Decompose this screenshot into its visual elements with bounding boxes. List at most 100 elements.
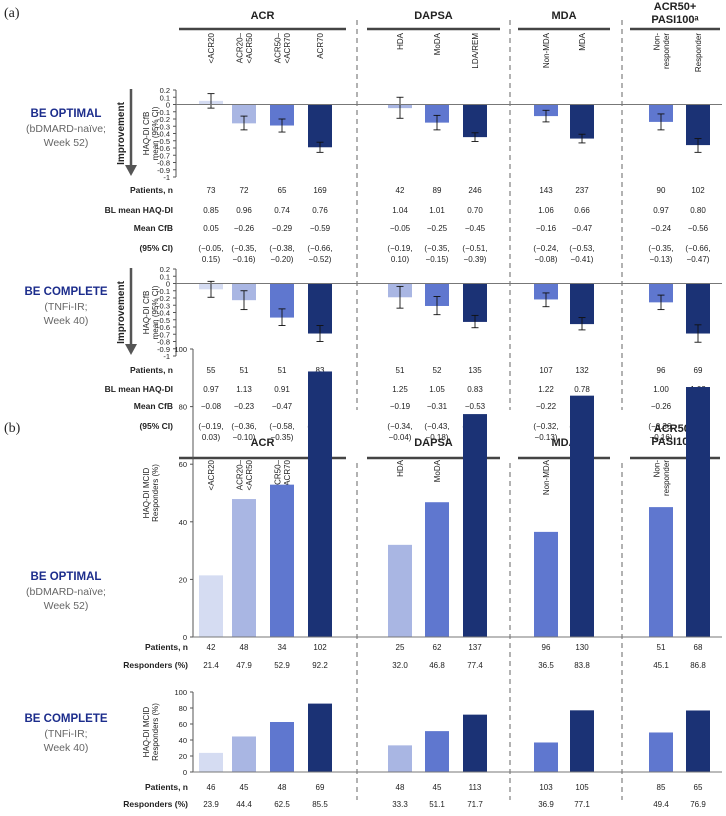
cell-responders: 44.4 (236, 800, 252, 809)
cell-ci: (−0.19, (198, 422, 223, 431)
cell-responders: 52.9 (274, 661, 290, 670)
cell-responders: 46.8 (429, 661, 445, 670)
cell-bl-mean: 0.78 (574, 385, 590, 394)
bar (570, 395, 594, 637)
cell-bl-mean: 0.80 (690, 206, 706, 215)
y-tick-label: -0.6 (157, 144, 170, 153)
bar (308, 104, 332, 148)
y-tick-label: 20 (179, 752, 187, 761)
cell-mean-cfb: −0.45 (465, 224, 486, 233)
cell-ci: −0.47) (687, 255, 710, 264)
cell-ci: −0.18) (426, 433, 449, 442)
cell-mean-cfb: −0.08 (201, 402, 222, 411)
category-label: <ACR70 (283, 32, 292, 63)
cell-responders: 47.9 (236, 661, 252, 670)
cell-ci: (−0.36, (648, 422, 673, 431)
cell-patients: 51 (240, 366, 249, 375)
cell-ci: −0.13) (535, 433, 558, 442)
group-heading-acr: ACR (251, 10, 275, 22)
category-label: HDA (396, 32, 405, 50)
cell-mean-cfb: −0.26 (234, 224, 255, 233)
bar (425, 283, 449, 306)
cell-patients: 85 (657, 783, 666, 792)
improvement-arrowhead (125, 165, 137, 176)
cell-patients: 68 (694, 643, 703, 652)
cell-responders: 76.9 (690, 800, 706, 809)
group-heading-mda: MDA (551, 10, 576, 22)
group-heading-acr: ACR (251, 437, 275, 449)
cell-mean-cfb: 0.05 (203, 224, 219, 233)
category-label: ACR20– (235, 32, 244, 63)
cell-patients: 246 (468, 186, 482, 195)
category-label: responder (662, 460, 671, 496)
cell-responders: 62.5 (274, 800, 290, 809)
cell-patients: 34 (278, 643, 287, 652)
group-heading-line: PASI100ᵃ (651, 14, 699, 26)
cell-bl-mean: 0.83 (467, 385, 483, 394)
row-label-patients: Patients, n (145, 642, 188, 652)
y-tick-label: -0.7 (157, 151, 170, 160)
cell-bl-mean: 1.13 (236, 385, 252, 394)
cell-patients: 48 (278, 783, 287, 792)
cell-patients: 102 (691, 186, 705, 195)
y-tick-label: -0.5 (157, 316, 170, 325)
category-label: Non- (652, 460, 661, 478)
y-tick-label: -0.5 (157, 137, 170, 146)
category-label: ACR70 (316, 32, 325, 58)
row-label-mean-cfb: Mean CfB (134, 401, 173, 411)
bar (425, 104, 449, 123)
y-axis-label: HAQ-DI CfB (142, 291, 151, 335)
y-tick-label: 100 (174, 345, 187, 354)
y-axis-label: Responders (%) (151, 464, 160, 522)
cell-responders: 85.5 (312, 800, 328, 809)
y-tick-label: 20 (179, 575, 187, 584)
category-label: LDA/REM (471, 33, 480, 69)
cell-patients: 96 (542, 643, 551, 652)
cell-ci: (−0.19, (387, 244, 412, 253)
cell-ci: −0.10) (233, 433, 256, 442)
cell-patients: 130 (575, 643, 589, 652)
study-title: BE COMPLETE (24, 713, 107, 725)
cell-ci: −0.16) (233, 255, 256, 264)
cell-ci: (−0.53, (569, 244, 594, 253)
cell-mean-cfb: −0.26 (651, 402, 672, 411)
cell-patients: 113 (469, 783, 482, 792)
cell-responders: 36.5 (538, 661, 554, 670)
cell-ci: −0.16) (650, 433, 673, 442)
cell-patients: 25 (396, 643, 405, 652)
y-tick-label: -0.6 (157, 323, 170, 332)
improvement-arrowhead (125, 344, 137, 355)
category-label: Responder (694, 33, 703, 72)
y-axis-label: HAQ-DI MCID (142, 467, 151, 518)
bar (270, 722, 294, 772)
cell-responders: 21.4 (203, 661, 219, 670)
cell-patients: 103 (539, 783, 553, 792)
y-tick-label: 0 (183, 633, 187, 642)
study-subtitle: Week 52) (44, 137, 89, 149)
category-label: MoDA (433, 32, 442, 55)
bar (686, 710, 710, 772)
cell-patients: 46 (207, 783, 216, 792)
bar (388, 745, 412, 772)
y-tick-label: 80 (179, 403, 187, 412)
bar (649, 507, 673, 637)
cell-responders: 23.9 (203, 800, 219, 809)
y-tick-label: -1 (163, 352, 170, 361)
y-tick-label: -0.1 (157, 108, 170, 117)
y-axis-label: Responders (%) (151, 703, 160, 761)
bar (463, 104, 487, 138)
category-label: ACR50– (273, 32, 282, 63)
cell-patients: 83 (316, 366, 325, 375)
y-tick-label: 0.1 (160, 272, 170, 281)
study-subtitle: (bDMARD-naïve; (26, 123, 106, 135)
cell-patients: 45 (240, 783, 249, 792)
cell-ci: −0.39) (464, 255, 487, 264)
row-label-responders: Responders (%) (123, 799, 188, 809)
cell-ci: 0.10) (391, 255, 410, 264)
cell-patients: 132 (575, 366, 589, 375)
cell-ci: (−0.66, (685, 244, 710, 253)
cell-mean-cfb: −0.16 (536, 224, 557, 233)
bar (232, 104, 256, 124)
category-label: HDA (396, 459, 405, 477)
cell-mean-cfb: −0.29 (272, 224, 293, 233)
